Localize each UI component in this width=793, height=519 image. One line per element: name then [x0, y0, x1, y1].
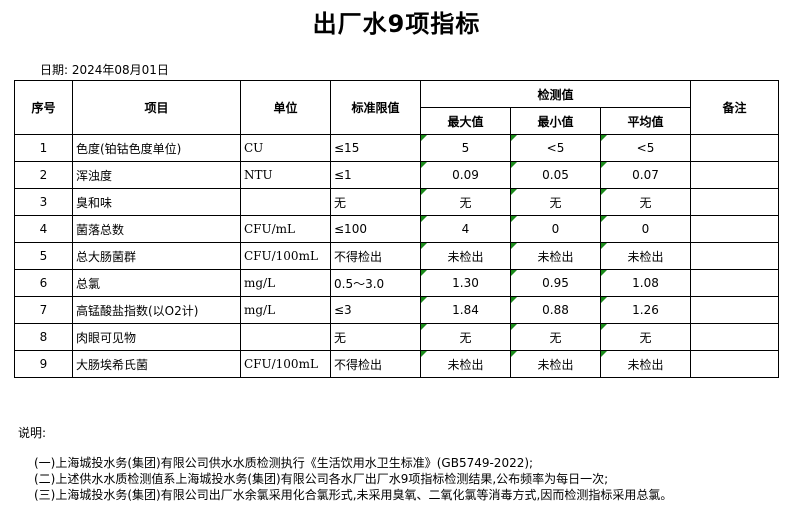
cell-avg: 1.26 [600, 296, 691, 324]
table-row: 4 菌落总数 CFU/mL ≤100 4 0 0 [14, 215, 779, 243]
table-row: 2 浑浊度 NTU ≤1 0.09 0.05 0.07 [14, 161, 779, 189]
cell-no: 1 [14, 134, 73, 162]
cell-item: 大肠埃希氏菌 [72, 350, 241, 378]
cell-remark [690, 269, 779, 297]
cell-unit: mg/L [240, 269, 331, 297]
table-row: 7 高锰酸盐指数(以O2计) mg/L ≤3 1.84 0.88 1.26 [14, 296, 779, 324]
header-min: 最小值 [510, 107, 601, 135]
header-unit: 单位 [240, 80, 331, 135]
cell-item: 色度(铂钴色度单位) [72, 134, 241, 162]
cell-avg: 未检出 [600, 350, 691, 378]
cell-item: 浑浊度 [72, 161, 241, 189]
cell-max: 0.09 [420, 161, 511, 189]
cell-max: 未检出 [420, 242, 511, 270]
cell-remark [690, 350, 779, 378]
cell-limit: ≤15 [330, 134, 421, 162]
header-measured: 检测值 [420, 80, 691, 108]
cell-item: 总氯 [72, 269, 241, 297]
cell-min: 0.88 [510, 296, 601, 324]
cell-max: 1.84 [420, 296, 511, 324]
cell-remark [690, 134, 779, 162]
note-2: (二)上述供水水质检测值系上海城投水务(集团)有限公司各水厂出厂水9项指标检测结… [34, 472, 609, 486]
cell-limit: 不得检出 [330, 350, 421, 378]
cell-item: 肉眼可见物 [72, 323, 241, 351]
table-row: 9 大肠埃希氏菌 CFU/100mL 不得检出 未检出 未检出 未检出 [14, 350, 779, 378]
cell-limit: ≤100 [330, 215, 421, 243]
header-limit: 标准限值 [330, 80, 421, 135]
cell-no: 2 [14, 161, 73, 189]
cell-limit: 不得检出 [330, 242, 421, 270]
cell-avg: 1.08 [600, 269, 691, 297]
cell-min: 0.05 [510, 161, 601, 189]
cell-max: 未检出 [420, 350, 511, 378]
header-remark: 备注 [690, 80, 779, 135]
cell-limit: ≤3 [330, 296, 421, 324]
cell-unit: mg/L [240, 296, 331, 324]
header-no: 序号 [14, 80, 73, 135]
cell-avg: 未检出 [600, 242, 691, 270]
note-1: (一)上海城投水务(集团)有限公司供水水质检测执行《生活饮用水卫生标准》(GB5… [34, 456, 534, 470]
cell-no: 3 [14, 188, 73, 216]
cell-max: 1.30 [420, 269, 511, 297]
header-avg: 平均值 [600, 107, 691, 135]
header-max: 最大值 [420, 107, 511, 135]
cell-no: 6 [14, 269, 73, 297]
water-quality-table: 序号 项目 单位 标准限值 检测值 备注 最大值 最小值 平均值 1 色度(铂钴色… [14, 80, 779, 378]
cell-min: 0.95 [510, 269, 601, 297]
cell-avg: 0 [600, 215, 691, 243]
table-row: 8 肉眼可见物无无无无 [14, 323, 779, 351]
cell-max: 5 [420, 134, 511, 162]
cell-limit: ≤1 [330, 161, 421, 189]
cell-limit: 无 [330, 188, 421, 216]
cell-unit [240, 188, 331, 216]
cell-limit: 0.5～3.0 [330, 269, 421, 297]
cell-no: 4 [14, 215, 73, 243]
cell-min: 未检出 [510, 350, 601, 378]
table-row: 6 总氯 mg/L 0.5～3.0 1.30 0.95 1.08 [14, 269, 779, 297]
cell-unit: NTU [240, 161, 331, 189]
cell-min: 无 [510, 188, 601, 216]
cell-unit: CFU/100mL [240, 350, 331, 378]
cell-unit: CFU/mL [240, 215, 331, 243]
cell-remark [690, 296, 779, 324]
cell-unit: CU [240, 134, 331, 162]
cell-min: 未检出 [510, 242, 601, 270]
cell-limit: 无 [330, 323, 421, 351]
cell-item: 菌落总数 [72, 215, 241, 243]
cell-item: 臭和味 [72, 188, 241, 216]
table-row: 1 色度(铂钴色度单位) CU ≤15 5 <5 <5 [14, 134, 779, 162]
cell-no: 7 [14, 296, 73, 324]
cell-max: 无 [420, 323, 511, 351]
cell-min: <5 [510, 134, 601, 162]
cell-no: 5 [14, 242, 73, 270]
table-row: 5 总大肠菌群 CFU/100mL 不得检出 未检出 未检出 未检出 [14, 242, 779, 270]
cell-unit [240, 323, 331, 351]
cell-min: 0 [510, 215, 601, 243]
cell-unit: CFU/100mL [240, 242, 331, 270]
cell-avg: 无 [600, 323, 691, 351]
table-row: 3 臭和味无无无无 [14, 188, 779, 216]
note-3: (三)上海城投水务(集团)有限公司出厂水余氯采用化合氯形式,未采用臭氧、二氧化氯… [34, 488, 673, 502]
cell-item: 高锰酸盐指数(以O2计) [72, 296, 241, 324]
cell-remark [690, 161, 779, 189]
cell-max: 无 [420, 188, 511, 216]
cell-avg: <5 [600, 134, 691, 162]
cell-no: 8 [14, 323, 73, 351]
notes-label: 说明: [18, 426, 47, 440]
cell-no: 9 [14, 350, 73, 378]
header-item: 项目 [72, 80, 241, 135]
cell-remark [690, 215, 779, 243]
cell-max: 4 [420, 215, 511, 243]
cell-avg: 无 [600, 188, 691, 216]
cell-avg: 0.07 [600, 161, 691, 189]
cell-min: 无 [510, 323, 601, 351]
page-title: 出厂水9项指标 [312, 10, 481, 38]
cell-remark [690, 323, 779, 351]
report-date: 日期: 2024年08月01日 [40, 63, 169, 77]
cell-remark [690, 242, 779, 270]
cell-remark [690, 188, 779, 216]
cell-item: 总大肠菌群 [72, 242, 241, 270]
